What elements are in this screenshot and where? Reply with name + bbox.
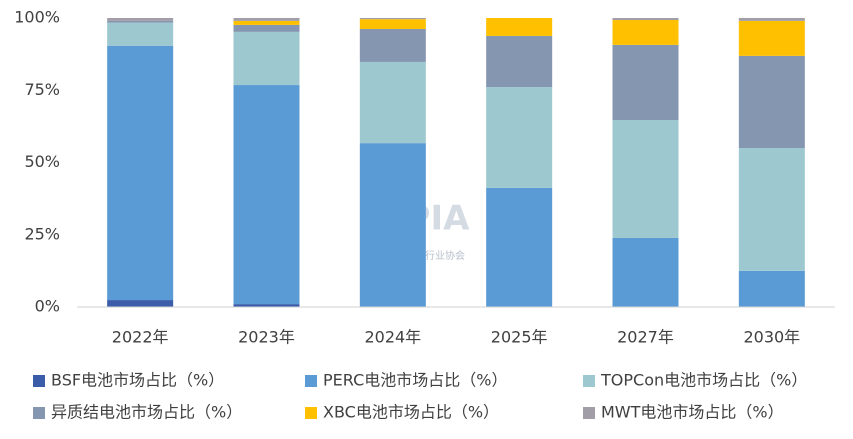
legend-label: TOPCon电池市场占比（%） (600, 371, 807, 390)
bar-segment (359, 19, 426, 29)
bar-segment (738, 148, 805, 271)
bar-segment (107, 300, 174, 307)
bar-segment (612, 20, 679, 45)
bar-segment (107, 20, 174, 23)
bar-segment (738, 270, 805, 307)
legend-swatch (33, 407, 45, 419)
bar-segment (738, 20, 805, 56)
y-tick-label: 100% (14, 8, 60, 27)
legend-label: XBC电池市场占比（%） (323, 403, 499, 422)
bar-segment (486, 18, 553, 36)
legend-label: 异质结电池市场占比（%） (51, 403, 242, 422)
bar-segment (359, 61, 426, 144)
legend-swatch (583, 375, 595, 387)
legend-swatch (33, 375, 45, 387)
x-tick-label: 2023年 (238, 328, 295, 347)
legend-swatch (583, 407, 595, 419)
legend-swatch (305, 375, 317, 387)
bar-segment (359, 143, 426, 307)
bar-segment (486, 187, 553, 307)
bar-segment (486, 87, 553, 188)
bar-segment (359, 28, 426, 62)
bar-segment (233, 20, 300, 25)
bar-segment (107, 45, 174, 301)
bar-segment (738, 55, 805, 149)
y-tick-label: 0% (35, 297, 60, 316)
bar-segment (107, 18, 174, 21)
bar-segment (107, 22, 174, 46)
legend-label: BSF电池市场占比（%） (51, 371, 224, 390)
bar-segment (612, 18, 679, 21)
bar-segment (233, 24, 300, 32)
legend-swatch (305, 407, 317, 419)
y-tick-label: 25% (24, 224, 60, 243)
bar-segment (359, 18, 426, 20)
bar-segment (612, 44, 679, 121)
x-tick-label: 2022年 (112, 328, 169, 347)
bar-segment (738, 18, 805, 21)
legend-label: PERC电池市场占比（%） (323, 371, 507, 390)
x-tick-label: 2030年 (743, 328, 800, 347)
bar-segment (233, 18, 300, 21)
y-tick-label: 75% (24, 80, 60, 99)
bar-segment (233, 31, 300, 86)
bar-segment (233, 304, 300, 307)
legend-label: MWT电池市场占比（%） (601, 403, 784, 422)
bar-segment (233, 85, 300, 305)
x-tick-label: 2027年 (617, 328, 674, 347)
bar-segment (612, 237, 679, 307)
bar-segment (486, 35, 553, 88)
x-tick-label: 2024年 (364, 328, 421, 347)
x-tick-label: 2025年 (491, 328, 548, 347)
bar-segment (612, 120, 679, 238)
y-tick-label: 50% (24, 152, 60, 171)
